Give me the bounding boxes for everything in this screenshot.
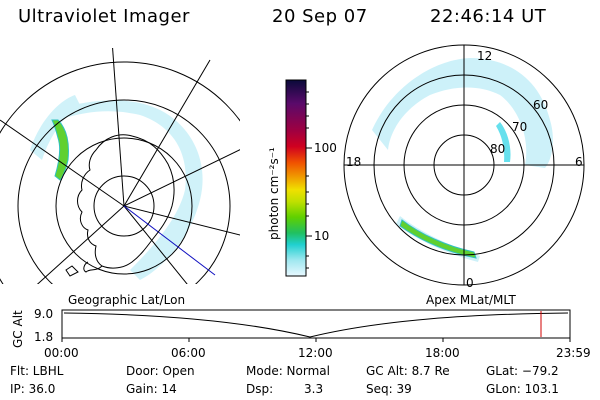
date-label: 20 Sep 07 [272,6,368,27]
lat-label-80: 80 [490,142,505,156]
timeline-y-tick: 9.0 [34,307,53,321]
glat-info: GLat: −79.2 [486,364,559,378]
mlt-label-right: 6 [575,155,583,169]
timeline-y-tick: 1.8 [34,330,53,344]
timeline-x-ticks [61,338,571,342]
apex-polar-plot: 12 18 6 0 60 70 80 [343,44,585,290]
timeline-frame [61,309,571,339]
colorbar-tick-label: 10 [314,229,329,243]
geographic-caption: Geographic Lat/Lon [68,293,185,307]
timeline-x-tick: 23:59 [556,346,591,360]
time-label: 22:46:14 UT [430,6,547,27]
glon-info: GLon: 103.1 [486,382,559,396]
timeline-x-tick: 00:00 [44,346,79,360]
left-blue-meridian [123,205,216,276]
colorbar-minor-ticks [306,91,309,269]
door-info: Door: Open [126,364,195,378]
colorbar-tick-label: 100 [314,141,337,155]
mode-info: Mode: Normal [246,364,330,378]
timeline-x-tick: 18:00 [425,346,460,360]
mlt-label-bottom: 0 [466,276,474,290]
ip-info: IP: 36.0 [10,382,56,396]
right-aurora-arc [399,219,477,259]
left-meridians [0,48,240,284]
gc-alt-info: GC Alt: 8.7 Re [366,364,450,378]
timeline-x-tick: 12:00 [298,346,333,360]
seq-info: Seq: 39 [366,382,412,396]
dsp-value: 3.3 [304,382,324,396]
filter-info: Flt: LBHL [10,364,64,378]
colorbar-unit-label: photon cm⁻²s⁻¹ [267,147,281,240]
altitude-timeline: GC Alt 9.0 1.8 00:00 06:00 12:00 18:00 2… [11,307,591,360]
dsp-label: Dsp: [246,382,274,396]
lat-label-60: 60 [533,98,548,112]
timeline-x-tick: 06:00 [171,346,206,360]
altitude-curve [63,312,569,338]
apex-caption: Apex MLat/MLT [426,293,516,307]
geographic-map [0,48,240,284]
app-title: Ultraviolet Imager [18,6,190,27]
gain-info: Gain: 14 [126,382,177,396]
colorbar [285,79,307,277]
lat-label-70: 70 [512,120,527,134]
mlt-label-top: 12 [477,49,492,63]
timeline-axis-label: GC Alt [11,310,25,348]
right-aurora-cyan [496,122,511,162]
mlt-label-left: 18 [346,155,361,169]
left-lat-circles [0,61,240,284]
right-aurora-glow [372,58,553,168]
